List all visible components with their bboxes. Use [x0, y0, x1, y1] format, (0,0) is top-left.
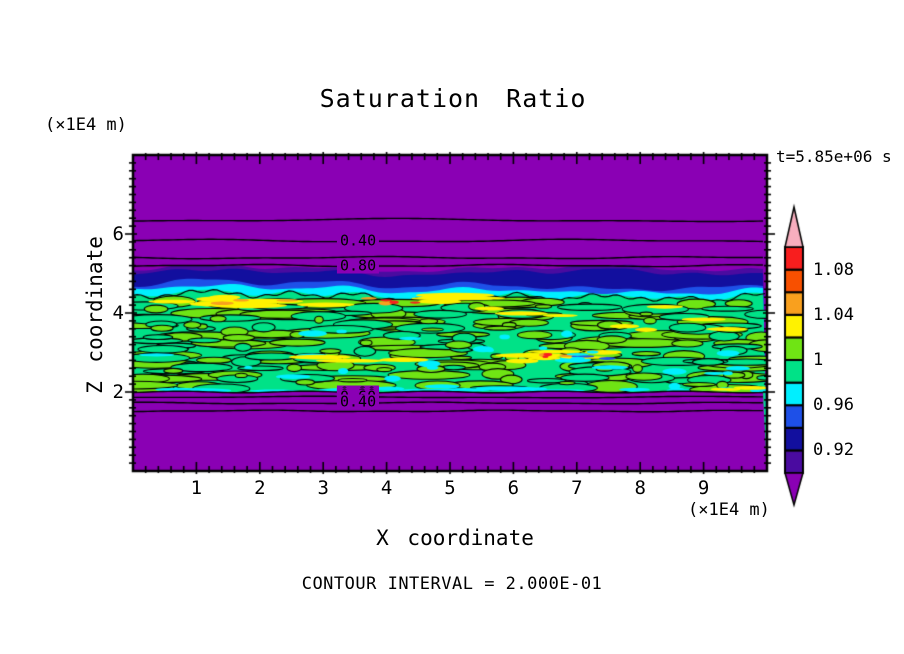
contour-line-label-0-0.40: 0.40 — [337, 233, 380, 249]
x-tick-label-9: 9 — [697, 477, 710, 499]
time-annotation: t=5.85e+06 s — [776, 147, 892, 166]
x-tick-label-4: 4 — [380, 477, 393, 499]
plot-title: Saturation Ratio — [319, 84, 587, 113]
colorbar-tick-label-1: 1 — [813, 350, 824, 370]
z-axis-units-label: (×1E4 m) — [45, 115, 127, 135]
contour-line-label-5-0.40: 0.40 — [337, 394, 380, 410]
contour-line-label-1-0.80: 0.80 — [337, 258, 380, 274]
x-axis-units-label: (×1E4 m) — [688, 500, 770, 520]
z-tick-label-2: 2 — [112, 381, 124, 403]
x-axis-label: X coordinate — [376, 526, 534, 550]
colorbar-tick-label-0.96: 0.96 — [813, 395, 854, 416]
colorbar-tick-label-1.04: 1.04 — [813, 304, 854, 325]
colorbar-tick-label-0.92: 0.92 — [813, 440, 854, 461]
x-tick-label-5: 5 — [444, 477, 456, 499]
x-tick-label-1: 1 — [190, 477, 203, 499]
x-tick-label-7: 7 — [571, 477, 583, 499]
contour-interval-annotation: CONTOUR INTERVAL = 2.000E-01 — [301, 574, 603, 594]
z-tick-label-6: 6 — [112, 223, 124, 245]
x-tick-label-2: 2 — [254, 477, 266, 499]
x-tick-label-8: 8 — [634, 477, 646, 499]
colorbar-tick-label-1.08: 1.08 — [813, 259, 854, 280]
x-tick-label-3: 3 — [317, 477, 329, 499]
z-tick-label-4: 4 — [112, 302, 124, 324]
x-tick-label-6: 6 — [507, 477, 520, 499]
